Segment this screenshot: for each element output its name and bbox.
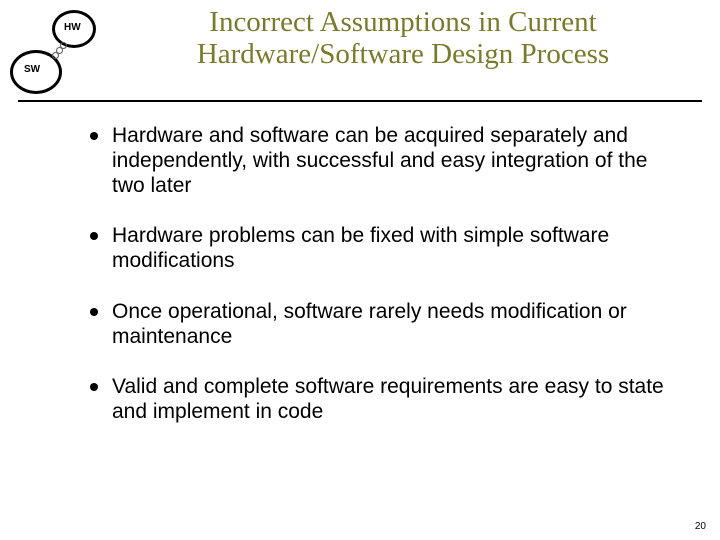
handcuff-sw-label: SW [24,64,40,75]
list-item: Valid and complete software requirements… [90,375,680,425]
slide: HW SW Incorrect Assumptions in Current H… [0,0,720,540]
handcuff-hw-label: HW [64,22,81,33]
bullet-list: Hardware and software can be acquired se… [0,102,720,425]
list-item: Hardware problems can be fixed with simp… [90,224,680,274]
handcuffs-icon: HW SW [6,6,116,96]
bullet-text: Hardware and software can be acquired se… [112,124,647,197]
slide-title: Incorrect Assumptions in Current Hardwar… [116,6,700,71]
bullet-text: Valid and complete software requirements… [112,375,664,423]
bullet-text: Hardware problems can be fixed with simp… [112,224,609,272]
slide-header: HW SW Incorrect Assumptions in Current H… [0,0,720,96]
chain-icon [50,42,70,60]
page-number: 20 [695,521,706,532]
list-item: Hardware and software can be acquired se… [90,124,680,198]
list-item: Once operational, software rarely needs … [90,300,680,350]
bullet-text: Once operational, software rarely needs … [112,300,627,348]
